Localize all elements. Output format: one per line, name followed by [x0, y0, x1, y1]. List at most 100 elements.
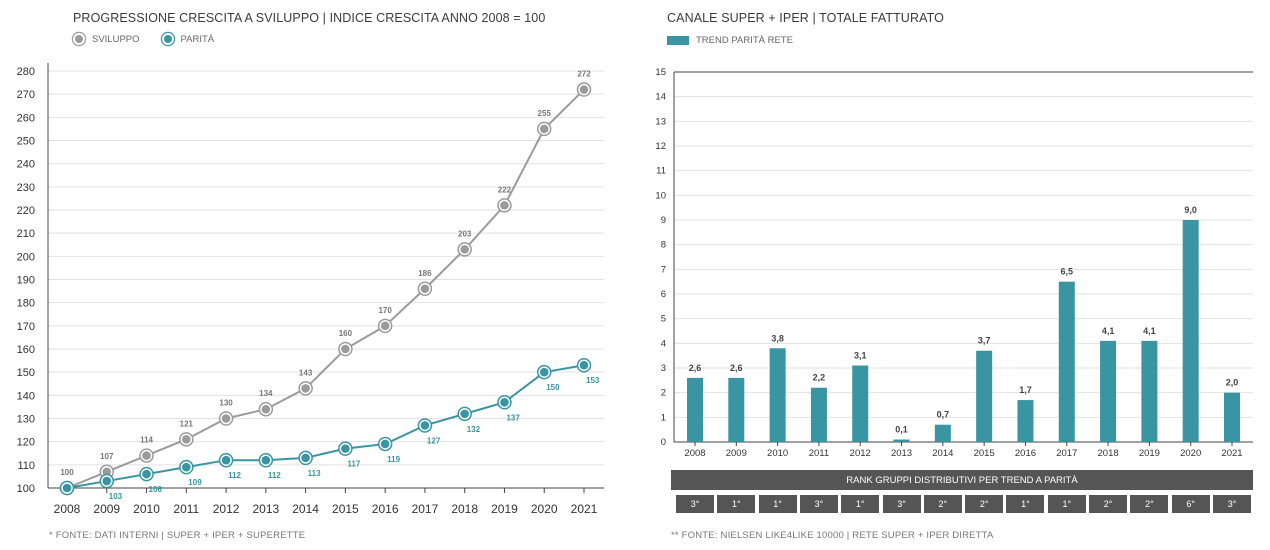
x-tick-label: 2014 — [932, 448, 953, 459]
x-tick-label: 2021 — [571, 502, 598, 516]
legend-item-trend-parita-rete: TREND PARITÀ RETE — [667, 35, 793, 46]
legend-label-sviluppo: SVILUPPO — [92, 33, 140, 45]
data-label-parita: 137 — [506, 413, 520, 422]
data-point — [420, 284, 430, 294]
y-tick-label: 14 — [655, 92, 666, 103]
rank-box: 3° — [1213, 495, 1251, 513]
x-tick-label: 2017 — [1056, 448, 1077, 459]
data-label-sviluppo: 143 — [299, 368, 313, 377]
x-tick-label: 2013 — [891, 448, 912, 459]
rank-header: RANK GRUPPI DISTRIBUTIVI PER TREND A PAR… — [671, 470, 1253, 490]
y-tick-label: 140 — [17, 390, 35, 402]
rank-box: 3° — [676, 495, 714, 513]
bar-value-label: 2,6 — [730, 363, 743, 373]
data-label-parita: 109 — [188, 478, 202, 487]
data-label-sviluppo: 130 — [219, 399, 233, 408]
data-point — [62, 483, 72, 493]
data-label-sviluppo: 186 — [418, 269, 432, 278]
data-point — [500, 397, 509, 407]
x-tick-label: 2021 — [1221, 448, 1242, 459]
data-point — [182, 462, 191, 472]
y-tick-label: 3 — [661, 363, 666, 374]
x-tick-label: 2018 — [451, 502, 478, 516]
x-tick-label: 2014 — [292, 502, 319, 516]
bar — [934, 424, 951, 442]
y-tick-label: 11 — [656, 166, 666, 177]
rank-box: 3° — [882, 495, 921, 513]
y-tick-label: 230 — [17, 182, 35, 194]
data-point — [142, 451, 151, 460]
bar-value-label: 3,8 — [771, 333, 784, 343]
bar-value-label: 6,5 — [1061, 267, 1074, 277]
rank-box: 2° — [965, 495, 1004, 513]
left-legend: SVILUPPO PARITÀ — [73, 33, 236, 45]
data-label-sviluppo: 170 — [378, 306, 392, 315]
y-tick-label: 170 — [17, 321, 35, 333]
y-tick-label: 13 — [655, 116, 666, 127]
y-tick-label: 2 — [661, 388, 666, 399]
y-tick-label: 9 — [661, 215, 666, 226]
bar — [769, 348, 786, 442]
y-tick-label: 150 — [17, 367, 35, 379]
y-tick-label: 6 — [661, 289, 666, 300]
rank-box: 1° — [717, 495, 756, 513]
data-point — [341, 444, 350, 453]
data-label-parita: 119 — [387, 455, 400, 464]
x-tick-label: 2011 — [809, 448, 829, 459]
bar — [687, 377, 703, 442]
bar — [1100, 340, 1117, 442]
data-point — [142, 469, 151, 479]
data-label-parita: 112 — [268, 471, 281, 480]
bar-value-label: 4,1 — [1143, 326, 1156, 336]
legend-item-sviluppo: SVILUPPO — [73, 33, 140, 45]
data-label-sviluppo: 121 — [180, 419, 194, 428]
legend-marker-trend-parita-rete — [667, 36, 689, 45]
y-tick-label: 5 — [661, 314, 666, 325]
legend-label-trend-parita-rete: TREND PARITÀ RETE — [696, 35, 793, 46]
data-point — [182, 435, 191, 444]
x-tick-label: 2010 — [767, 448, 788, 459]
data-point — [539, 124, 549, 134]
right-footer-source: ** FONTE: NIELSEN LIKE4LIKE 10000 | RETE… — [671, 530, 994, 541]
data-label-sviluppo: 100 — [60, 468, 74, 477]
bar — [1182, 220, 1199, 442]
x-tick-label: 2008 — [684, 448, 705, 459]
left-footer-source: * FONTE: DATI INTERNI | SUPER + IPER + S… — [49, 530, 306, 541]
x-tick-label: 2008 — [54, 502, 81, 516]
y-tick-label: 10 — [655, 190, 666, 201]
data-label-sviluppo: 134 — [259, 389, 273, 398]
data-point — [539, 367, 549, 377]
data-point — [380, 439, 390, 449]
y-tick-label: 220 — [17, 205, 35, 217]
rank-box: 1° — [1006, 495, 1045, 513]
x-tick-label: 2019 — [1139, 448, 1160, 459]
x-tick-label: 2020 — [1180, 448, 1201, 459]
legend-marker-parita — [161, 33, 174, 45]
y-tick-label: 240 — [17, 159, 35, 171]
data-point — [380, 321, 390, 331]
y-tick-label: 190 — [17, 275, 35, 287]
data-label-parita: 113 — [308, 469, 321, 478]
data-point — [102, 476, 112, 486]
data-label-parita: 153 — [586, 376, 600, 385]
bar-value-label: 9,0 — [1184, 205, 1197, 215]
x-tick-label: 2020 — [531, 502, 558, 516]
y-tick-label: 200 — [17, 251, 35, 263]
bar — [728, 377, 745, 442]
y-tick-label: 250 — [17, 136, 35, 148]
x-tick-label: 2016 — [1015, 448, 1036, 459]
data-label-parita: 132 — [467, 425, 481, 434]
data-point — [261, 404, 271, 414]
data-point — [261, 455, 271, 465]
y-tick-label: 0 — [661, 437, 666, 448]
data-label-parita: 112 — [228, 471, 241, 480]
right-legend: TREND PARITÀ RETE — [667, 35, 815, 46]
y-tick-label: 160 — [17, 344, 35, 356]
data-point — [420, 421, 430, 430]
data-label-parita: 117 — [347, 460, 360, 469]
data-label-sviluppo: 255 — [538, 109, 552, 118]
bar-value-label: 4,1 — [1102, 326, 1115, 336]
bar — [852, 365, 869, 442]
